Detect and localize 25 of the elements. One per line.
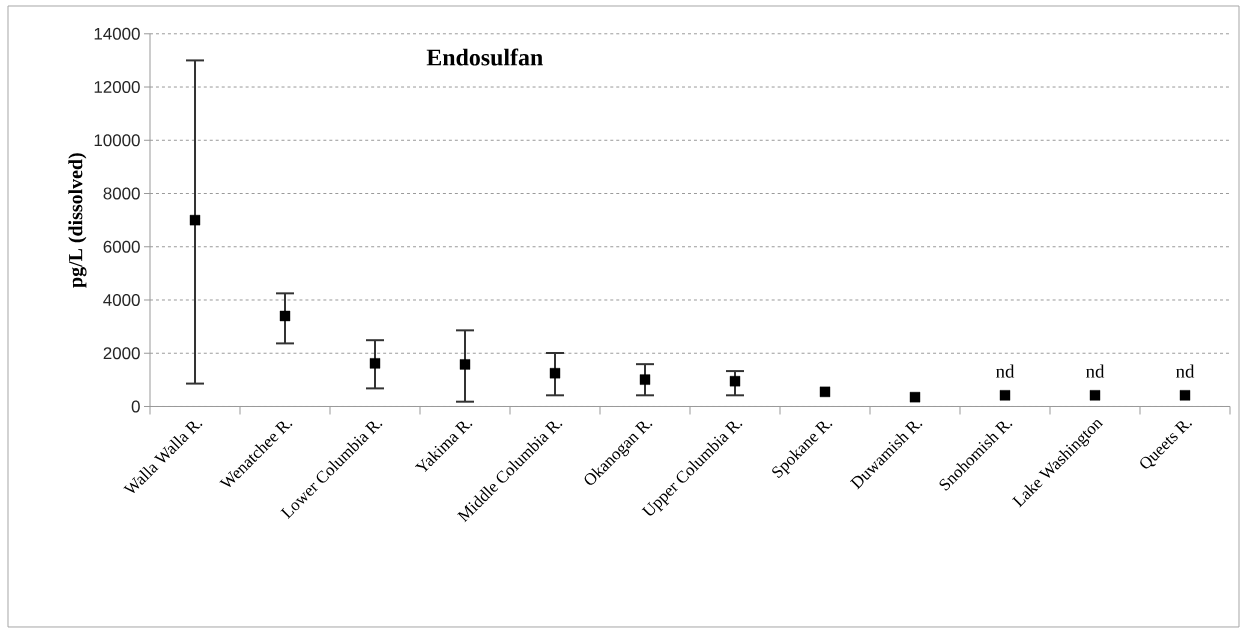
point bbox=[1179, 390, 1191, 401]
y-tick-label: 12000 bbox=[94, 81, 140, 94]
point bbox=[1089, 390, 1101, 401]
annotation: nd bbox=[1085, 364, 1105, 378]
y-axis-title: pg/L (dissolved) bbox=[68, 153, 87, 288]
point bbox=[369, 358, 381, 369]
y-tick-label: 6000 bbox=[103, 240, 140, 253]
y-tick-label: 10000 bbox=[94, 134, 140, 147]
point bbox=[999, 390, 1011, 401]
y-tick-label: 0 bbox=[131, 400, 140, 413]
y-tick-label: 4000 bbox=[103, 294, 140, 306]
y-tick-label: 2000 bbox=[103, 347, 140, 360]
chart-title: Endosulfan bbox=[426, 48, 543, 66]
annotation: nd bbox=[1175, 364, 1195, 378]
point bbox=[459, 359, 471, 370]
annotation: nd bbox=[995, 364, 1015, 378]
point bbox=[909, 391, 921, 403]
point bbox=[639, 374, 651, 385]
point bbox=[189, 214, 201, 226]
y-tick-label: 8000 bbox=[103, 187, 140, 200]
y-tick-label: 14000 bbox=[94, 27, 140, 40]
point bbox=[729, 376, 741, 387]
point bbox=[279, 310, 291, 322]
point bbox=[549, 368, 561, 379]
point bbox=[819, 386, 831, 398]
